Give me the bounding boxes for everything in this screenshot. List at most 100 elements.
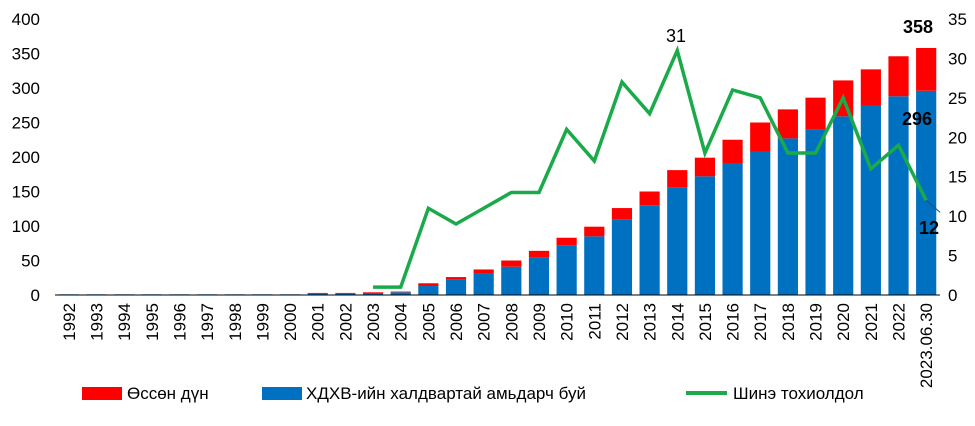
y-right-tick-15: 15 — [948, 168, 967, 187]
bar-growth-2019 — [805, 97, 826, 130]
x-tick-2017: 2017 — [751, 303, 770, 341]
annotation-living-last: 296 — [902, 109, 932, 129]
bar-living-2017 — [750, 151, 771, 295]
bar-living-2014 — [667, 187, 688, 295]
bar-living-2021 — [860, 105, 881, 295]
x-tick-2018: 2018 — [779, 303, 798, 341]
bar-living-2006 — [445, 279, 467, 295]
bar-growth-2022 — [888, 56, 909, 97]
x-tick-1992: 1992 — [60, 303, 79, 341]
y-right-tick-0: 0 — [948, 286, 957, 305]
x-tick-2015: 2015 — [696, 303, 715, 341]
x-tick-2021: 2021 — [862, 303, 881, 341]
bar-growth-2021 — [860, 69, 881, 106]
bar-growth-2016 — [722, 139, 743, 164]
legend-label-new-cases: Шинэ тохиолдол — [733, 384, 864, 403]
bar-growth-2012 — [611, 208, 633, 220]
bar-growth-2002 — [335, 292, 356, 294]
x-tick-2011: 2011 — [585, 303, 604, 340]
x-tick-1999: 1999 — [253, 303, 272, 341]
bar-living-2020 — [833, 116, 854, 295]
bar-living-2015 — [694, 176, 716, 295]
x-tick-1997: 1997 — [198, 303, 217, 341]
bar-living-2004 — [390, 292, 411, 295]
x-tick-2012: 2012 — [613, 303, 632, 341]
bar-living-2022 — [888, 96, 909, 295]
line-layer — [373, 45, 941, 289]
bar-living-2008 — [501, 266, 522, 295]
annotation-new-last: 12 — [919, 218, 939, 238]
legend-label-living: ХДХВ-ийн халдвартай амьдарч буй — [306, 384, 586, 403]
bar-living-2013 — [639, 205, 660, 295]
y-left-tick-150: 150 — [12, 183, 40, 202]
y-right-tick-20: 20 — [948, 128, 967, 147]
x-tick-2022: 2022 — [890, 303, 909, 341]
x-tick-2003: 2003 — [364, 303, 383, 341]
bar-growth-2003 — [362, 292, 384, 293]
x-tick-2014: 2014 — [668, 303, 687, 341]
bar-living-2023.06.30 — [916, 90, 937, 295]
bar-growth-2013 — [639, 191, 660, 206]
y-left-tick-350: 350 — [12, 45, 40, 64]
bar-growth-2010 — [556, 237, 577, 246]
bar-growth-2023.06.30 — [916, 47, 937, 91]
bar-living-2012 — [611, 219, 633, 295]
y-left-tick-100: 100 — [12, 217, 40, 236]
bar-living-2018 — [777, 138, 798, 295]
x-tick-2016: 2016 — [724, 303, 743, 341]
bars-layer — [58, 47, 937, 295]
bar-living-2016 — [722, 163, 743, 295]
y-right-tick-5: 5 — [948, 247, 957, 266]
x-tick-2020: 2020 — [834, 303, 853, 341]
x-tick-2013: 2013 — [641, 303, 660, 341]
y-right-tick-25: 25 — [948, 89, 967, 108]
bar-growth-2014 — [667, 170, 688, 188]
annotation-new-peak: 31 — [666, 26, 686, 46]
x-tick-2000: 2000 — [281, 303, 300, 341]
x-tick-2008: 2008 — [502, 303, 521, 341]
bar-living-2019 — [805, 129, 826, 295]
bar-growth-2007 — [473, 269, 494, 274]
bar-growth-2017 — [750, 122, 771, 152]
y-right-tick-30: 30 — [948, 49, 967, 68]
legend-label-growth: Өссөн дүн — [127, 384, 209, 403]
bar-growth-2008 — [501, 260, 522, 267]
x-tick-2023.06.30: 2023.06.30 — [917, 303, 936, 388]
bar-growth-2006 — [445, 277, 467, 280]
y-right-tick-10: 10 — [948, 207, 967, 226]
bar-living-2003 — [362, 292, 384, 295]
bar-growth-2011 — [584, 226, 605, 237]
x-tick-1998: 1998 — [226, 303, 245, 341]
bar-living-2005 — [418, 286, 439, 295]
bar-living-2001 — [307, 293, 328, 295]
x-tick-1994: 1994 — [115, 303, 134, 341]
x-tick-2019: 2019 — [807, 303, 826, 341]
annotation-leader — [925, 199, 941, 213]
x-tick-2002: 2002 — [336, 303, 355, 341]
bar-living-2010 — [556, 245, 577, 295]
bar-growth-2004 — [390, 291, 411, 293]
y-left-tick-400: 400 — [12, 10, 40, 29]
x-tick-2005: 2005 — [419, 303, 438, 341]
axis-layer: 0 50 100 150 200 250 300 350 400 0 5 10 15 20 25 30 35 19… — [12, 10, 967, 388]
bar-living-2011 — [584, 236, 605, 295]
x-tick-1993: 1993 — [87, 303, 106, 341]
legend-swatch-growth — [82, 387, 122, 400]
annotations-layer: 358 296 31 12 — [666, 17, 939, 238]
x-tick-2006: 2006 — [447, 303, 466, 341]
x-tick-2001: 2001 — [309, 303, 328, 341]
bar-living-2007 — [473, 273, 494, 295]
x-tick-2004: 2004 — [392, 303, 411, 341]
x-tick-1996: 1996 — [170, 303, 189, 341]
bar-growth-2005 — [418, 283, 439, 287]
bar-living-2002 — [335, 293, 356, 295]
y-left-tick-0: 0 — [31, 286, 40, 305]
legend: Өссөн дүн ХДХВ-ийн халдвартай амьдарч бу… — [82, 384, 864, 403]
y-left-tick-200: 200 — [12, 148, 40, 167]
legend-swatch-living — [262, 387, 302, 400]
bar-growth-2018 — [777, 109, 798, 139]
annotation-total-last: 358 — [903, 17, 933, 37]
x-tick-2009: 2009 — [530, 303, 549, 341]
